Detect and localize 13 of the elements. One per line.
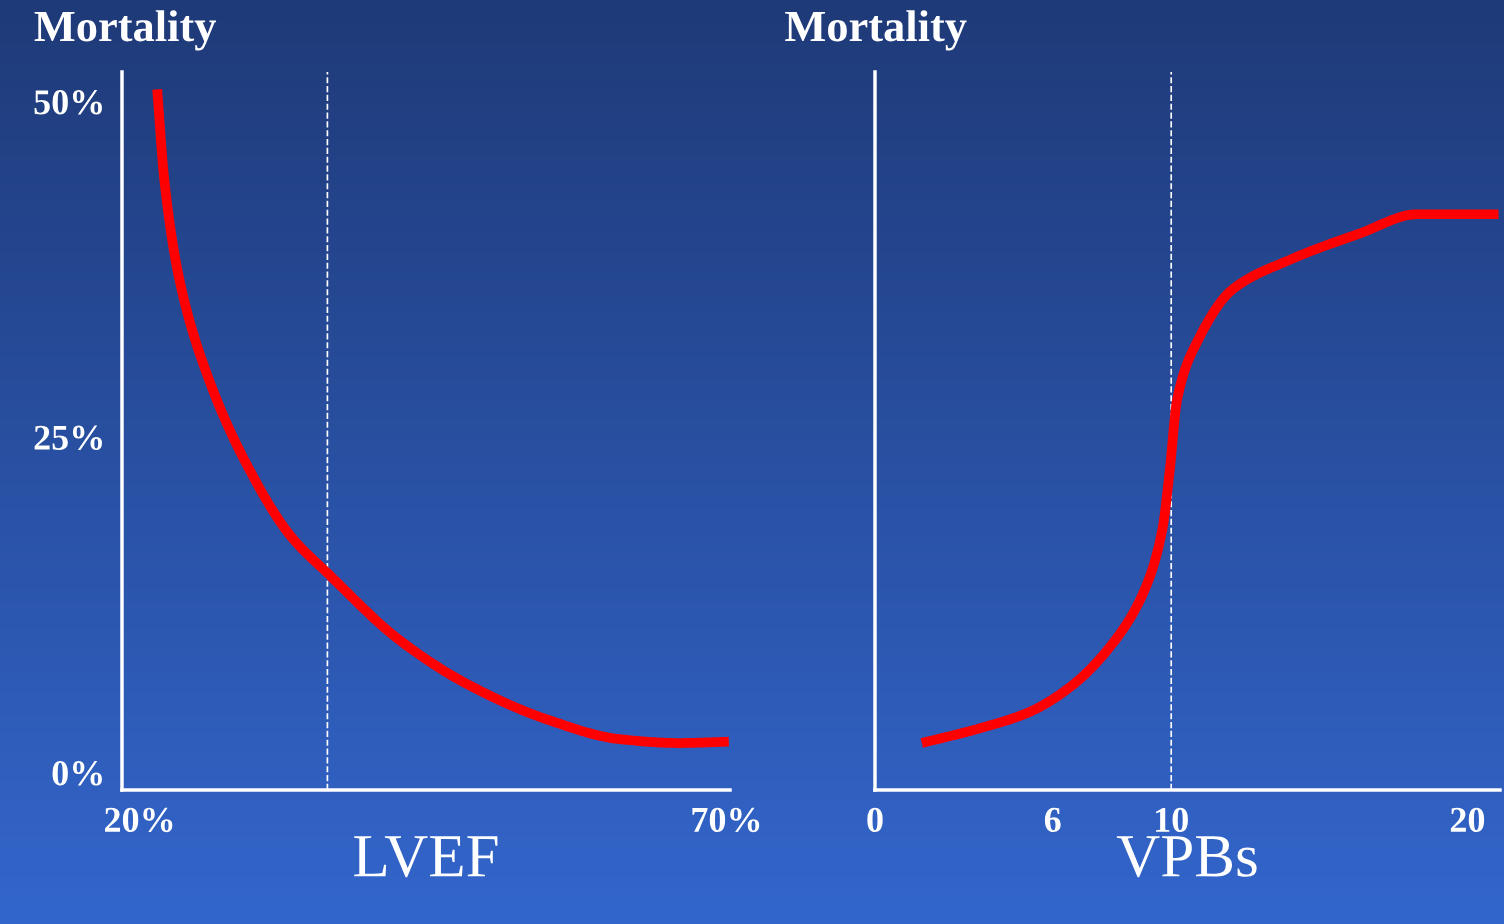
x-tick-label: 10 [1156,807,1188,833]
x-axis-title: LVEF [354,836,498,878]
y-tick-label: 50% [34,90,102,115]
x-tick-label: 20% [105,807,173,833]
x-axis-title: VPBs [1116,836,1257,878]
x-tick-label: 6 [1044,807,1061,833]
y-tick-label: 0% [52,761,102,786]
x-tick-label: 70% [692,807,760,833]
chart-title: Mortality [785,10,967,51]
x-tick-label: 20 [1450,807,1485,833]
chart-title: Mortality [34,10,217,51]
y-tick-label: 25% [34,425,102,451]
x-tick-label: 0 [867,807,883,833]
